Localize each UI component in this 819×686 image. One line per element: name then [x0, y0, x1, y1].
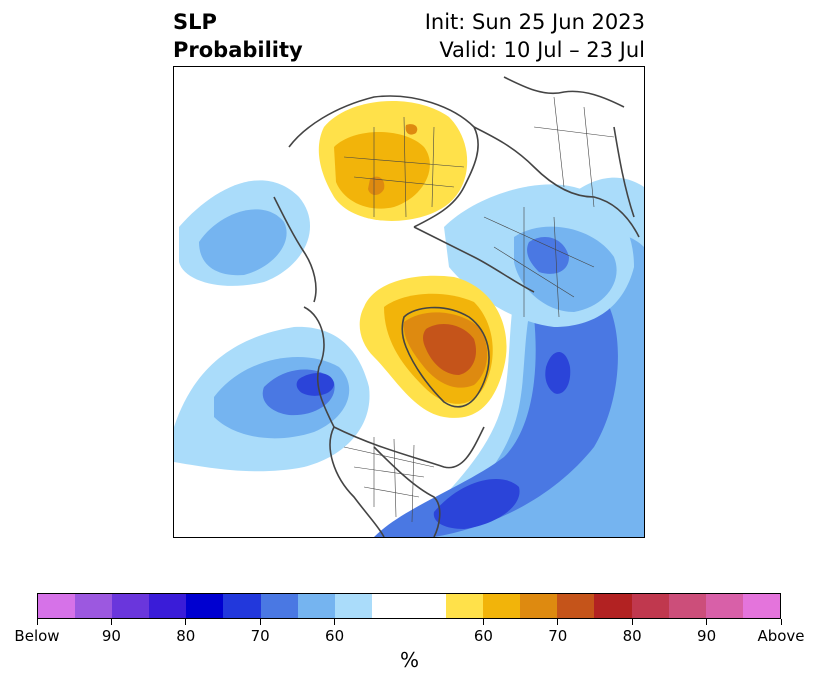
- colorbar-tick: [110, 619, 112, 625]
- forecast-dates: Init: Sun 25 Jun 2023 Valid: 10 Jul – 23…: [425, 8, 645, 64]
- title-line-2: Probability: [173, 38, 303, 62]
- valid-range: Valid: 10 Jul – 23 Jul: [439, 38, 645, 62]
- colorbar-tick-label: Below: [14, 627, 60, 645]
- colorbar-segment: [223, 594, 261, 618]
- colorbar-tick: [631, 619, 633, 625]
- colorbar-tick-label: 90: [697, 627, 717, 645]
- west-pacific-anomaly: [179, 180, 311, 286]
- colorbar-tick-label: 60: [473, 627, 493, 645]
- europe-blue-anomaly: [444, 184, 634, 327]
- colorbar-tick-label: 80: [622, 627, 642, 645]
- colorbar-segment: [260, 594, 298, 618]
- borders: [343, 96, 615, 523]
- siberia-high-anomaly: [318, 100, 468, 221]
- colorbar-tick-label: 70: [548, 627, 568, 645]
- colorbar-tick: [259, 619, 261, 625]
- colorbar-tick: [482, 619, 484, 625]
- colorbar-segment: [297, 594, 335, 618]
- colorbar-tick-label: 80: [176, 627, 196, 645]
- colorbar-segment: [520, 594, 558, 618]
- map-title: SLP Probability: [173, 8, 303, 64]
- colorbar-tick: [706, 619, 708, 625]
- colorbar-segment: [594, 594, 632, 618]
- colorbar-ticks: Below 90 80 70 60 60 70 80 90 Above: [14, 619, 805, 645]
- colorbar-segment: [75, 594, 113, 618]
- colorbar-tick: [185, 619, 187, 625]
- colorbar-segment: [742, 594, 780, 618]
- colorbar-tick-label: 60: [325, 627, 345, 645]
- colorbar-segment: [705, 594, 743, 618]
- colorbar-tick: [557, 619, 559, 625]
- colorbar-segment: [483, 594, 521, 618]
- colorbar-tick: [780, 619, 782, 625]
- colorbar-segment: [334, 594, 372, 618]
- colorbar-segment: [408, 594, 447, 618]
- pacific-low-anomaly: [174, 326, 370, 472]
- colorbar-tick-label: Above: [757, 627, 805, 645]
- colorbar-segment: [668, 594, 706, 618]
- colorbar-segment: [38, 594, 76, 618]
- colorbar-segment: [149, 594, 187, 618]
- colorbar-segment: [186, 594, 224, 618]
- colorbar-tick-label: 90: [101, 627, 121, 645]
- colorbar-tick-label: 70: [250, 627, 270, 645]
- probability-colorbar: [37, 593, 781, 619]
- map-panel: [173, 66, 645, 538]
- greenland-high-anomaly: [359, 275, 507, 418]
- colorbar-segment: [446, 594, 484, 618]
- colorbar-unit: %: [399, 648, 419, 672]
- probability-map: [174, 76, 644, 537]
- colorbar-tick: [36, 619, 38, 625]
- coastlines: [273, 76, 640, 537]
- colorbar-segment: [112, 594, 150, 618]
- colorbar-segment: [371, 594, 409, 618]
- init-date: Init: Sun 25 Jun 2023: [424, 10, 645, 34]
- title-line-1: SLP: [173, 10, 217, 34]
- colorbar-segment: [557, 594, 595, 618]
- colorbar-segment: [631, 594, 669, 618]
- colorbar-tick: [334, 619, 336, 625]
